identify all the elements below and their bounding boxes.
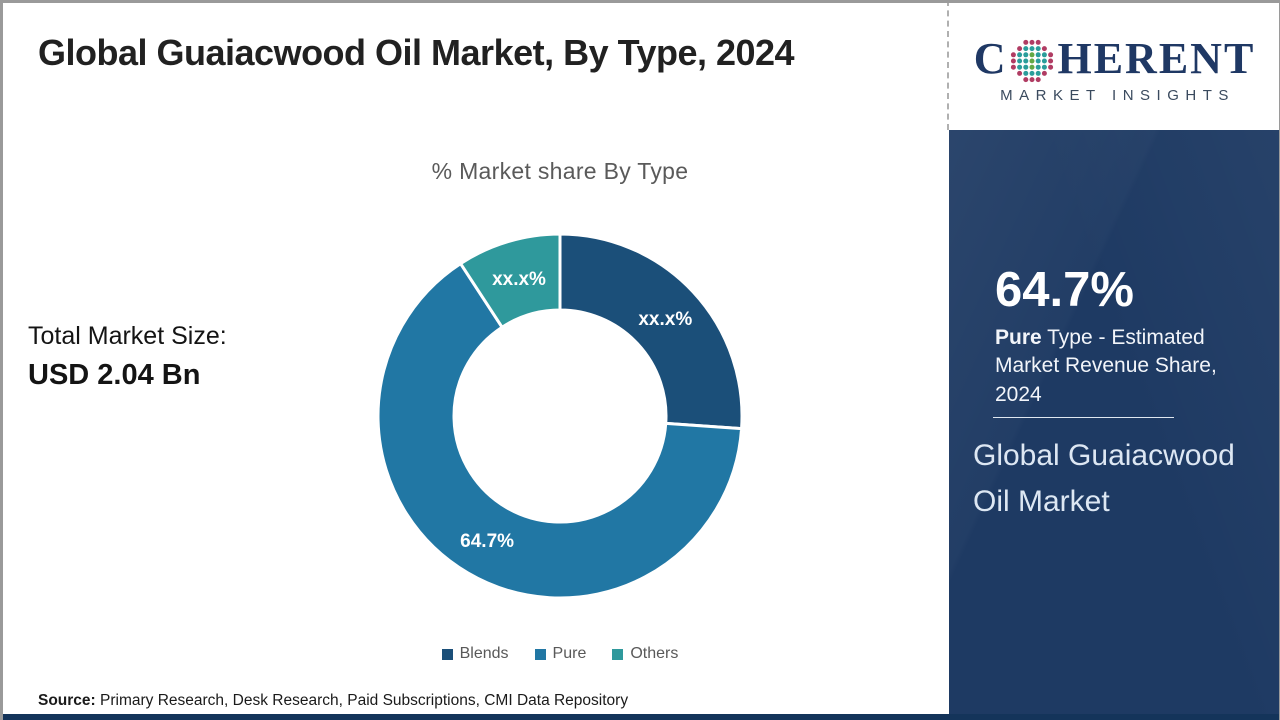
sidebar-share-value: 64.7% <box>995 263 1134 317</box>
source-line: Source: Primary Research, Desk Research,… <box>38 692 628 710</box>
legend-label-blends: Blends <box>459 645 509 662</box>
globe-dot <box>1048 51 1054 57</box>
legend-item-others: Others <box>612 645 678 663</box>
globe-dot <box>1023 76 1029 82</box>
globe-dot <box>1011 51 1017 57</box>
globe-dot <box>1023 70 1029 76</box>
globe-dot <box>1023 64 1029 70</box>
donut-label-blends: xx.x% <box>638 309 692 330</box>
chart-title: % Market share By Type <box>431 158 689 184</box>
globe-dot <box>1017 64 1023 70</box>
brand-name-suffix: HERENT <box>1057 33 1256 83</box>
globe-dot <box>1023 58 1029 63</box>
globe-dot <box>1023 39 1029 45</box>
globe-dot <box>1048 58 1054 63</box>
globe-dot <box>1017 51 1023 57</box>
source-label: Source: <box>38 692 96 709</box>
globe-dot <box>1036 45 1042 51</box>
donut-label-pure: 64.7% <box>460 531 514 552</box>
donut-segment-blends <box>558 232 744 431</box>
legend-swatch-blends <box>441 648 453 660</box>
globe-dot <box>1029 64 1035 70</box>
globe-dot <box>1011 64 1017 70</box>
legend-item-pure: Pure <box>534 645 587 663</box>
brand-logo-row: C HERENT <box>974 35 1256 83</box>
brand-subtitle: MARKET INSIGHTS <box>1000 86 1235 104</box>
legend-label-pure: Pure <box>552 645 587 662</box>
total-market-size-block: Total Market Size: USD 2.04 Bn <box>28 322 227 392</box>
brand-name-prefix: C <box>973 33 1008 83</box>
donut-label-others: xx.x% <box>492 269 546 290</box>
globe-dot <box>1029 45 1035 51</box>
brand-globe-icon <box>1011 39 1054 82</box>
chart-legend: Blends Pure Others <box>230 645 890 663</box>
globe-dot <box>1036 39 1042 45</box>
source-text: Primary Research, Desk Research, Paid Su… <box>95 692 629 709</box>
total-market-size-label: Total Market Size: <box>28 322 227 350</box>
globe-dot <box>1029 76 1035 82</box>
globe-dot <box>1017 70 1023 76</box>
globe-dot <box>1017 45 1023 51</box>
globe-dot <box>1017 58 1023 63</box>
globe-dot <box>1036 64 1042 70</box>
globe-dot <box>1023 51 1029 57</box>
globe-dot <box>1042 64 1048 70</box>
donut-chart: xx.x% 64.7% xx.x% <box>376 232 744 600</box>
sidebar-divider <box>993 417 1174 418</box>
globe-dot <box>1011 58 1017 63</box>
legend-swatch-pure <box>534 648 546 660</box>
globe-dot <box>1048 64 1054 70</box>
globe-dot <box>1029 70 1035 76</box>
globe-dot <box>1029 39 1035 45</box>
globe-dot <box>1029 51 1035 57</box>
globe-dot <box>1036 76 1042 82</box>
globe-dot <box>1029 58 1035 63</box>
globe-dot <box>1036 58 1042 63</box>
page-title: Global Guaiacwood Oil Market, By Type, 2… <box>38 32 795 73</box>
globe-dot <box>1023 45 1029 51</box>
sidebar-share-desc-rest: Type - Estimated Market Revenue Share, 2… <box>995 326 1217 406</box>
donut-segment-pure <box>376 262 744 600</box>
globe-dot <box>1036 70 1042 76</box>
legend-label-others: Others <box>630 645 679 662</box>
total-market-size-value: USD 2.04 Bn <box>28 359 201 391</box>
sidebar-share-segment: Pure <box>995 326 1042 349</box>
bottom-accent-bar <box>0 714 1280 720</box>
legend-item-blends: Blends <box>441 645 509 663</box>
brand-logo: C HERENT MARKET INSIGHTS <box>947 0 1280 130</box>
donut-segment-others <box>459 232 562 329</box>
sidebar-share-description: Pure Type - Estimated Market Revenue Sha… <box>995 324 1237 409</box>
globe-dot <box>1036 51 1042 57</box>
globe-dot <box>1042 70 1048 76</box>
sidebar-market-name: Global Guaiacwood Oil Market <box>973 439 1235 518</box>
globe-dot <box>1042 51 1048 57</box>
legend-swatch-others <box>612 648 624 660</box>
globe-dot <box>1042 45 1048 51</box>
highlight-sidebar: 64.7% Pure Type - Estimated Market Reven… <box>949 130 1280 720</box>
globe-dot <box>1042 58 1048 63</box>
